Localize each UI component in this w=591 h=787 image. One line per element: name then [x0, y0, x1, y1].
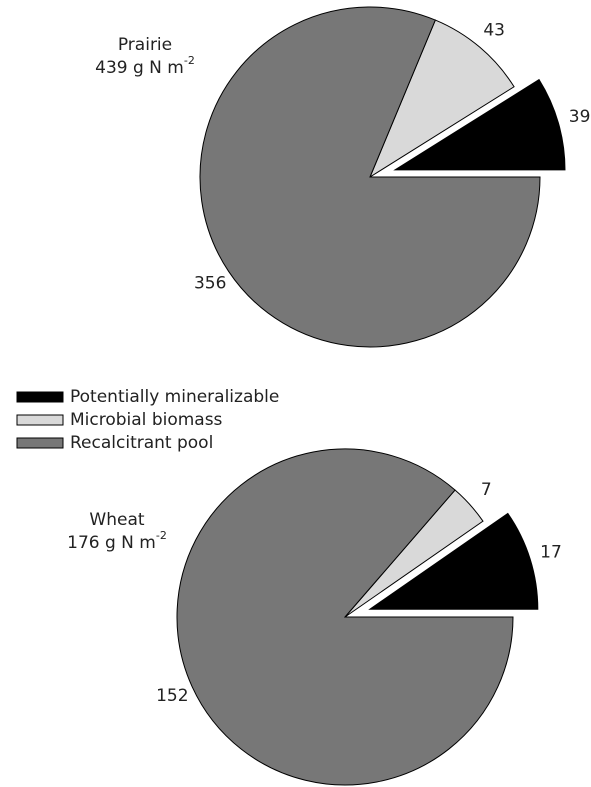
slice-label: 43 — [483, 20, 505, 40]
pie-slice — [176, 448, 514, 786]
legend-label: Potentially mineralizable — [70, 387, 279, 407]
chart-subtitle: 439 g N m-2 — [95, 54, 195, 78]
slice-label: 356 — [194, 274, 226, 294]
legend-swatch — [16, 414, 64, 426]
pie-slice — [368, 19, 515, 179]
chart-title: Prairie — [118, 35, 172, 55]
subtitle-text: 176 g N m — [67, 533, 156, 553]
legend-label: Recalcitrant pool — [70, 433, 213, 453]
pie-slice — [368, 512, 539, 610]
subtitle-text: 439 g N m — [95, 58, 184, 78]
legend-swatch — [16, 437, 64, 449]
pie-slice — [393, 78, 566, 171]
subtitle-exponent: -2 — [156, 529, 167, 542]
slice-label: 152 — [156, 686, 188, 706]
legend-swatch — [16, 391, 64, 403]
subtitle-exponent: -2 — [184, 54, 195, 67]
legend-label: Microbial biomass — [70, 410, 223, 430]
pie-slice — [199, 6, 541, 348]
chart-subtitle: 176 g N m-2 — [67, 529, 167, 553]
slice-label: 7 — [481, 480, 492, 500]
slice-label: 39 — [569, 107, 591, 127]
chart-title: Wheat — [89, 510, 144, 530]
slice-label: 17 — [540, 543, 562, 563]
